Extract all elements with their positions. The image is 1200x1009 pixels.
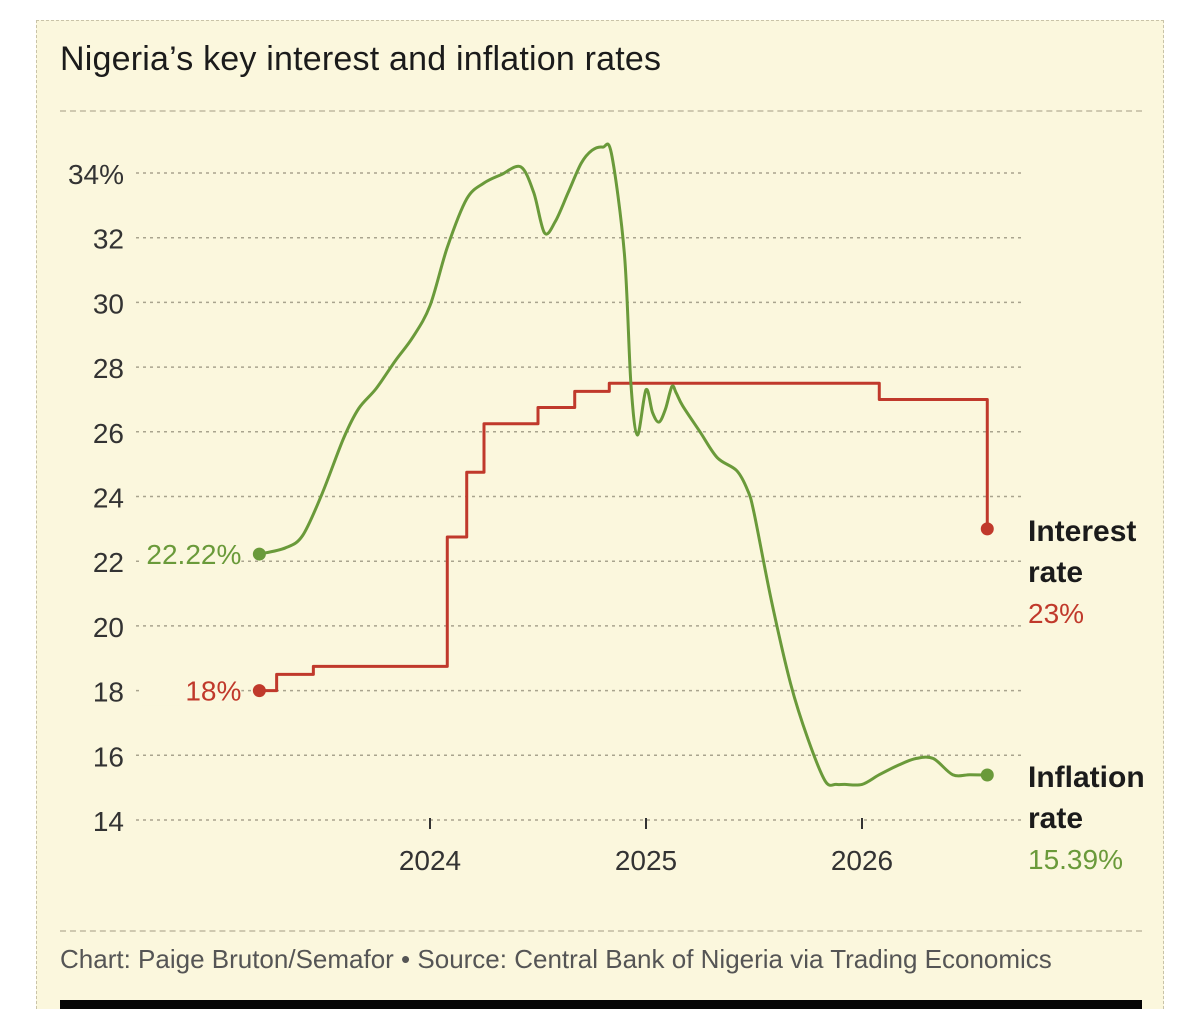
inflation-start-dot [252, 547, 266, 561]
interest-name-label: rate [1028, 556, 1083, 589]
y-tick-label: 34% [68, 159, 124, 190]
y-tick-label: 22 [93, 547, 124, 578]
y-tick-label: 26 [93, 418, 124, 449]
interest-end-label: 23% [1028, 598, 1084, 629]
title-divider [60, 110, 1142, 112]
chart-card [36, 20, 1164, 1009]
interest-line [257, 381, 989, 693]
inflation-end-dot [980, 768, 994, 782]
interest-start-dot [252, 684, 266, 698]
source-credit: Chart: Paige Bruton/Semafor • Source: Ce… [60, 944, 1052, 974]
inflation-end-label: 15.39% [1028, 844, 1123, 875]
x-tick-label: 2026 [831, 845, 893, 876]
y-tick-label: 32 [93, 224, 124, 255]
footer-divider [60, 930, 1142, 932]
bottom-bar [60, 1000, 1142, 1009]
y-tick-label: 28 [93, 353, 124, 384]
interest-start-label: 18% [185, 676, 241, 707]
inflation-name-label: Inflation [1028, 761, 1145, 794]
y-tick-label: 18 [93, 677, 124, 708]
y-tick-label: 30 [93, 288, 124, 319]
inflation-start-label: 22.22% [146, 539, 241, 570]
line-chart: 34% 32 30 28 26 24 22 20 18 16 14 2024 2025 2026 22.22… [68, 142, 1145, 876]
chart-title: Nigeria’s key interest and inflation rat… [60, 40, 662, 78]
y-tick-label: 16 [93, 741, 124, 772]
interest-end-dot [980, 522, 994, 536]
inflation-line [257, 142, 989, 787]
inflation-start-label-bg [141, 537, 242, 570]
interest-start-label-bg [141, 673, 242, 706]
interest-name-label: Interest [1028, 515, 1136, 548]
y-tick-label: 20 [93, 612, 124, 643]
x-tick-label: 2025 [615, 845, 677, 876]
x-tick-label: 2024 [399, 845, 461, 876]
inflation-name-label: rate [1028, 802, 1083, 835]
y-tick-label: 14 [93, 806, 124, 837]
y-tick-label: 24 [93, 483, 124, 514]
